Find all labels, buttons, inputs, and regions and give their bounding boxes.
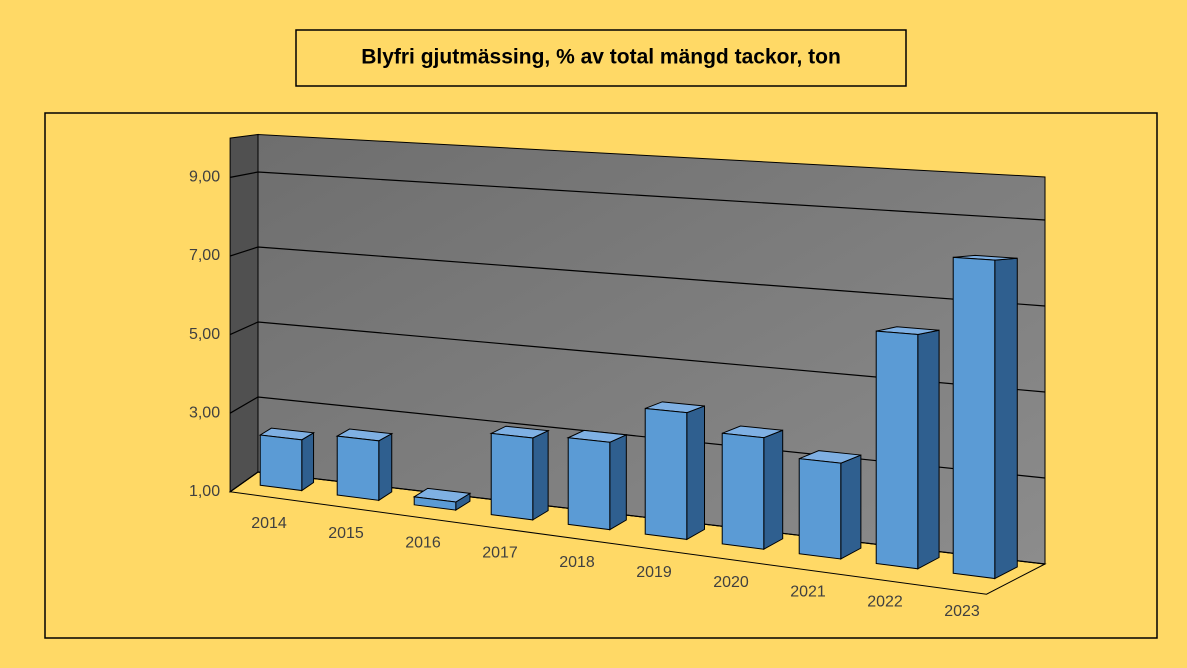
x-tick-label: 2022 — [867, 593, 903, 610]
bar-side — [994, 257, 1018, 580]
bar-front — [644, 407, 688, 540]
x-tick-label: 2023 — [944, 603, 980, 620]
bar-front — [336, 435, 380, 501]
bar-side — [840, 454, 862, 560]
bar-front — [413, 496, 457, 511]
grid-line — [229, 321, 1046, 393]
bar — [566, 429, 629, 531]
x-tick-label: 2021 — [790, 584, 826, 601]
chart-title: Blyfri gjutmässing, % av total mängd tac… — [361, 46, 841, 69]
bar-side — [609, 434, 627, 531]
y-tick-label: 1,00 — [189, 483, 220, 500]
bar — [644, 401, 706, 541]
grid-line — [229, 246, 1046, 307]
side-wall — [229, 133, 259, 493]
bar — [412, 487, 472, 511]
bar — [952, 254, 1018, 580]
bar-front — [798, 458, 842, 560]
bar-front — [567, 437, 611, 531]
bar — [258, 427, 316, 492]
x-tick-label: 2017 — [482, 544, 518, 561]
bar-side — [686, 405, 706, 541]
bar-front — [952, 256, 996, 580]
bar-side — [532, 429, 549, 521]
grid-line — [229, 171, 1046, 221]
bar — [798, 450, 862, 560]
bar-side — [301, 431, 315, 492]
bar-front — [259, 434, 303, 492]
x-tick-label: 2014 — [251, 515, 287, 532]
bar — [875, 326, 940, 570]
y-tick-label: 3,00 — [189, 404, 220, 421]
bar-side — [917, 329, 940, 570]
x-tick-label: 2016 — [405, 535, 441, 552]
bar-side — [378, 432, 393, 502]
y-tick-label: 9,00 — [189, 169, 220, 186]
bar-front — [721, 432, 765, 550]
bar-side — [763, 429, 784, 551]
y-tick-label: 5,00 — [189, 326, 220, 343]
bar — [335, 428, 394, 502]
bar — [489, 425, 550, 521]
plot: 1,00 3,00 5,00 7,00 9,00 2014 2015 2016 2017 2018… — [189, 133, 1047, 620]
bar-front — [490, 432, 534, 521]
bar-front — [875, 330, 919, 570]
x-tick-label: 2019 — [636, 564, 672, 581]
x-tick-label: 2018 — [559, 554, 595, 571]
bar — [721, 425, 784, 551]
title-box — [295, 29, 907, 87]
x-tick-label: 2020 — [713, 574, 749, 591]
y-tick-label: 7,00 — [189, 247, 220, 264]
x-tick-label: 2015 — [328, 525, 364, 542]
